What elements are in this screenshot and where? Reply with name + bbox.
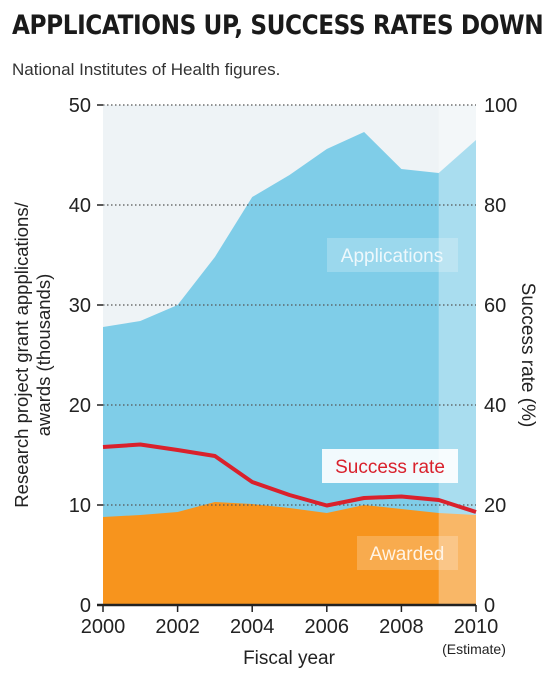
y-left-tick-label: 10 — [69, 495, 91, 517]
estimate-region — [438, 105, 476, 605]
y-right-tick-label: 100 — [484, 95, 517, 117]
y-left-tick-label: 20 — [69, 395, 91, 417]
chart-subtitle: National Institutes of Health figures. — [12, 60, 281, 79]
y-left-axis-title-line: awards (thousands) — [33, 274, 54, 436]
y-left-tick-label: 30 — [69, 295, 91, 317]
chart-title: APPLICATIONS UP, SUCCESS RATES DOWN — [12, 10, 544, 41]
awarded-label: Awarded — [370, 544, 445, 565]
x-axis-title: Fiscal year — [243, 648, 336, 669]
y-left-tick-label: 50 — [69, 95, 91, 117]
success-rate-label: Success rate — [335, 457, 445, 478]
y-right-tick-label: 60 — [484, 295, 506, 317]
x-estimate-note: (Estimate) — [442, 641, 506, 657]
x-tick-label: 2008 — [379, 616, 424, 638]
y-right-tick-label: 80 — [484, 195, 506, 217]
awarded-label-box — [357, 536, 458, 570]
applications-area — [103, 132, 476, 605]
y-left-tick-label: 0 — [80, 595, 91, 617]
x-tick-label: 2000 — [81, 616, 126, 638]
applications-label: Applications — [341, 246, 443, 267]
y-left-tick-label: 40 — [69, 195, 91, 217]
x-tick-label: 2002 — [155, 616, 200, 638]
awarded-area — [103, 502, 476, 605]
y-right-tick-label: 0 — [484, 595, 495, 617]
x-tick-label: 2006 — [305, 616, 350, 638]
x-tick-label: 2010 — [454, 616, 499, 638]
y-right-tick-label: 40 — [484, 395, 506, 417]
y-right-tick-label: 20 — [484, 495, 506, 517]
applications-label-box — [327, 238, 458, 272]
success-rate-line — [102, 442, 477, 514]
y-left-axis-title-line: Research project grant appplications/ — [11, 201, 32, 507]
x-tick-label: 2004 — [230, 616, 275, 638]
y-right-axis-title: Success rate (%) — [517, 283, 538, 428]
y-left-axis-title: Research project grant appplications/awa… — [11, 201, 54, 507]
success-rate-label-box — [322, 449, 458, 483]
